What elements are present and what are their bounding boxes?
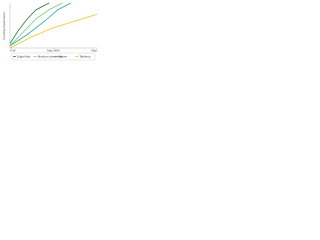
x-tick-label: Max: [91, 48, 97, 52]
line: [9, 2, 63, 47]
y-axis-label: Cooling requirement: [2, 12, 6, 39]
legend-label: Medium-sized rack: [38, 54, 64, 58]
legend-label: Server: [59, 54, 68, 58]
line: [9, 2, 72, 47]
line: [9, 2, 50, 44]
x-tick-label: 0 W: [10, 48, 16, 52]
legend-box: [11, 52, 96, 61]
legend-label: Edge/Hub: [17, 54, 31, 58]
chart: Cooling requirement 0 W Max 50% Max Edge/Hu…: [2, 2, 98, 61]
x-tick-label: Max 50%: [47, 48, 60, 52]
legend-label: Tabletop: [79, 54, 91, 58]
line: [9, 13, 98, 49]
